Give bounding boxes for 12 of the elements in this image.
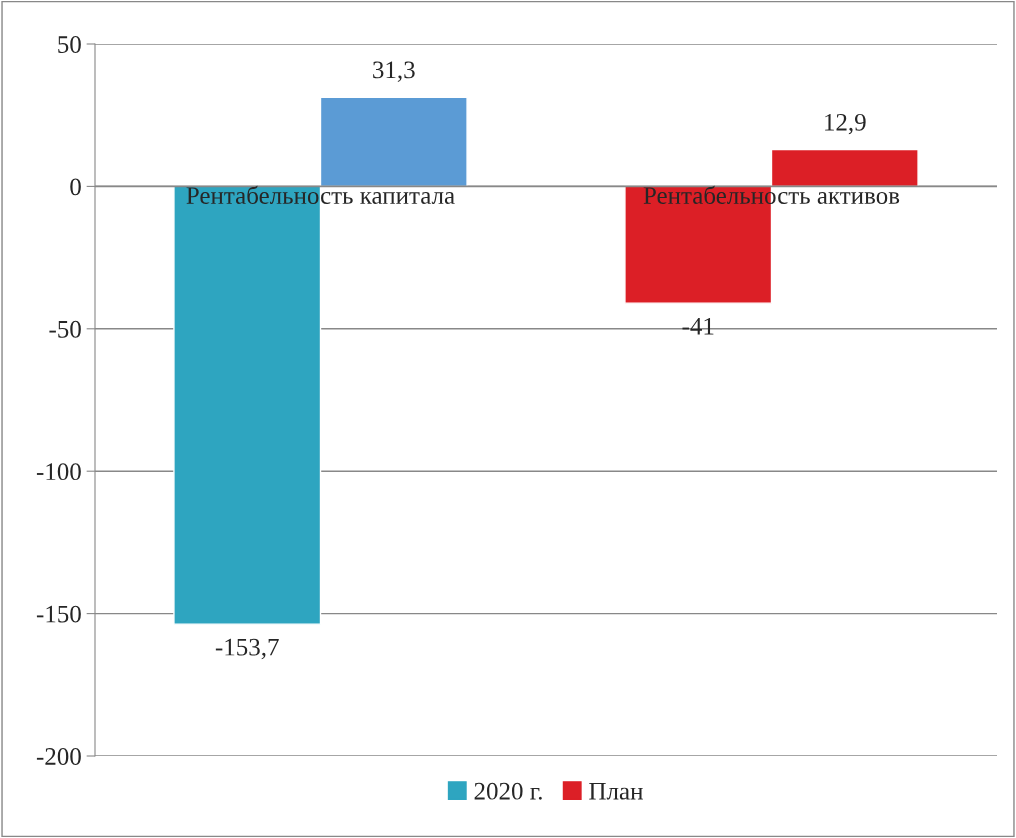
y-tick-label: -150 bbox=[36, 605, 81, 623]
data-label: -153,7 bbox=[215, 638, 279, 660]
data-label: 31,3 bbox=[373, 61, 415, 82]
legend-label: 2020 г. bbox=[474, 782, 542, 800]
y-tick-label: -200 bbox=[36, 748, 81, 765]
y-tick-label: -100 bbox=[36, 463, 81, 481]
data-label: 12,9 bbox=[825, 113, 866, 135]
y-tick-label: 0 bbox=[70, 178, 81, 196]
y-tick-label: 50 bbox=[58, 36, 81, 53]
data-label: -41 bbox=[682, 317, 714, 335]
legend-label: План bbox=[589, 783, 643, 800]
y-tick-label: -50 bbox=[49, 320, 81, 338]
